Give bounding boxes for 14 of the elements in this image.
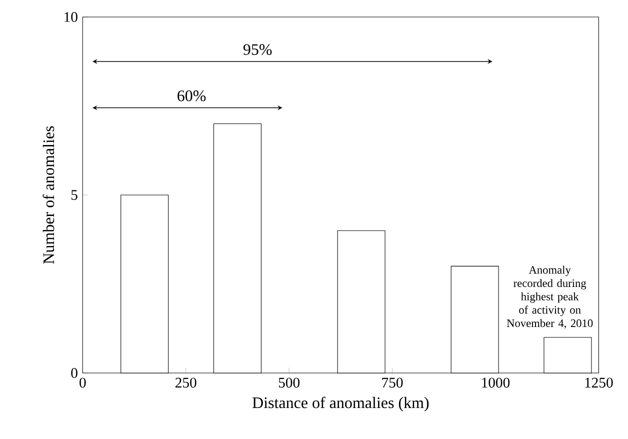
y-tick-label: 5 bbox=[71, 190, 78, 200]
y-tick-label: 10 bbox=[64, 12, 78, 22]
annotation: 95% bbox=[243, 44, 272, 55]
x-tick-label: 0 bbox=[80, 378, 86, 388]
x-tick-label: 750 bbox=[382, 378, 403, 388]
x-tick-label: 500 bbox=[278, 378, 300, 388]
annotation: 60% bbox=[178, 90, 206, 102]
y-axis-title: Number of anomalies bbox=[42, 126, 54, 264]
annotation: Anomaly recorded during highest peak of activity on November 4, 2010 bbox=[506, 266, 593, 329]
x-tick-label: 1000 bbox=[482, 378, 510, 388]
x-axis-title: Distance of anomalies (km) bbox=[252, 396, 429, 412]
x-tick-label: 1250 bbox=[585, 378, 613, 388]
y-tick-label: 0 bbox=[71, 368, 78, 378]
x-tick-label: 250 bbox=[176, 378, 196, 388]
